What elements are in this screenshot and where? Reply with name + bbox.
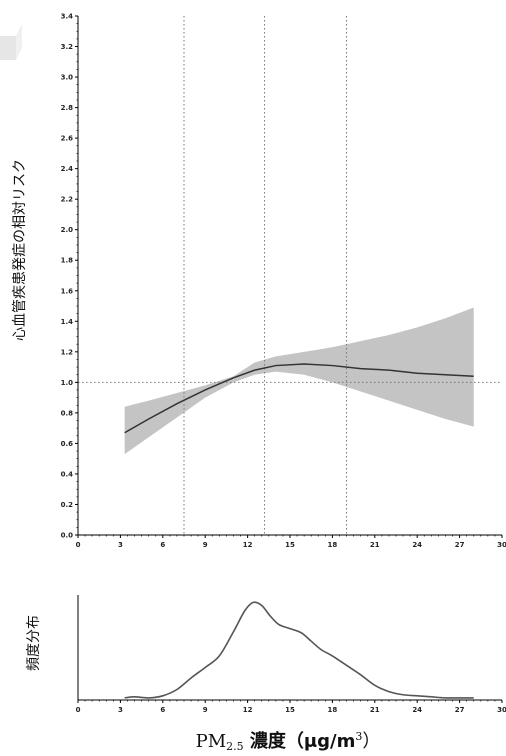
x-tick-label: 24 xyxy=(412,541,422,549)
x-tick-label: 27 xyxy=(455,706,465,714)
y-tick-label: 3.4 xyxy=(61,13,74,21)
relative-risk-chart: 0.0 0.2 0.4 0.6 0.8 1.0 1.2 1.4 1.6 1.8 2.0 2.2 2.4 2… xyxy=(12,13,506,550)
x-tick-label: 30 xyxy=(497,541,506,549)
x-tick-label: 6 xyxy=(160,541,165,549)
y-tick-label: 2.6 xyxy=(61,135,74,143)
x-tick-label: 27 xyxy=(455,541,465,549)
x-tick-label: 18 xyxy=(328,541,338,549)
x-tick-label: 6 xyxy=(160,706,165,714)
x-tick-label: 15 xyxy=(285,706,295,714)
frequency-distribution-chart: 0 3 6 9 12 15 18 21 24 27 30 頻度分布 PM2.5 濃度（μg/m3） xyxy=(26,595,506,753)
x-tick-label: 9 xyxy=(203,706,208,714)
top-x-ticks: 0 3 6 9 12 15 18 21 24 27 30 xyxy=(76,535,506,549)
x-tick-label: 21 xyxy=(370,541,380,549)
y-tick-label: 1.4 xyxy=(61,318,74,326)
y-tick-label: 2.0 xyxy=(61,226,74,234)
x-tick-label: 15 xyxy=(285,541,295,549)
bottom-y-axis-title: 頻度分布 xyxy=(26,615,42,671)
y-tick-label: 0.8 xyxy=(61,409,74,417)
x-tick-label: 30 xyxy=(497,706,506,714)
bottom-axes xyxy=(77,595,502,701)
x-tick-label: 24 xyxy=(412,706,422,714)
y-tick-label: 1.2 xyxy=(61,348,74,356)
confidence-band-area xyxy=(124,307,474,455)
y-tick-label: 1.0 xyxy=(61,379,74,387)
x-tick-label: 3 xyxy=(118,706,123,714)
y-tick-label: 0.0 xyxy=(61,532,74,540)
y-tick-label: 1.6 xyxy=(61,287,74,295)
corner-decoration-icon xyxy=(0,24,22,60)
y-tick-label: 1.8 xyxy=(61,257,74,265)
x-tick-label: 21 xyxy=(370,706,380,714)
y-tick-label: 0.4 xyxy=(61,470,74,478)
distribution-curve xyxy=(124,601,474,699)
y-tick-label: 0.2 xyxy=(61,501,74,509)
x-tick-label: 12 xyxy=(243,541,253,549)
y-tick-label: 3.2 xyxy=(61,43,74,51)
top-y-axis-title: 心血管疾患発症の相対リスク xyxy=(12,159,28,341)
top-y-ticks: 0.0 0.2 0.4 0.6 0.8 1.0 1.2 1.4 1.6 1.8 2.0 2.2 2.4 2… xyxy=(61,13,78,540)
distribution-line xyxy=(124,601,474,699)
risk-curve xyxy=(124,363,474,434)
x-tick-label: 3 xyxy=(118,541,123,549)
y-tick-label: 2.4 xyxy=(61,165,74,173)
x-tick-label: 9 xyxy=(203,541,208,549)
y-tick-label: 3.0 xyxy=(61,74,74,82)
y-tick-label: 0.6 xyxy=(61,440,74,448)
x-tick-label: 0 xyxy=(76,706,81,714)
risk-line xyxy=(124,363,474,434)
reference-lines xyxy=(78,16,502,535)
x-tick-label: 12 xyxy=(243,706,253,714)
top-axes xyxy=(77,16,502,536)
confidence-band xyxy=(124,307,474,455)
y-tick-label: 2.8 xyxy=(61,104,74,112)
y-tick-label: 2.2 xyxy=(61,196,74,204)
x-tick-label: 18 xyxy=(328,706,338,714)
x-axis-title: PM2.5 濃度（μg/m3） xyxy=(196,730,381,753)
x-tick-label: 0 xyxy=(76,541,81,549)
bottom-x-ticks: 0 3 6 9 12 15 18 21 24 27 30 xyxy=(76,700,506,714)
